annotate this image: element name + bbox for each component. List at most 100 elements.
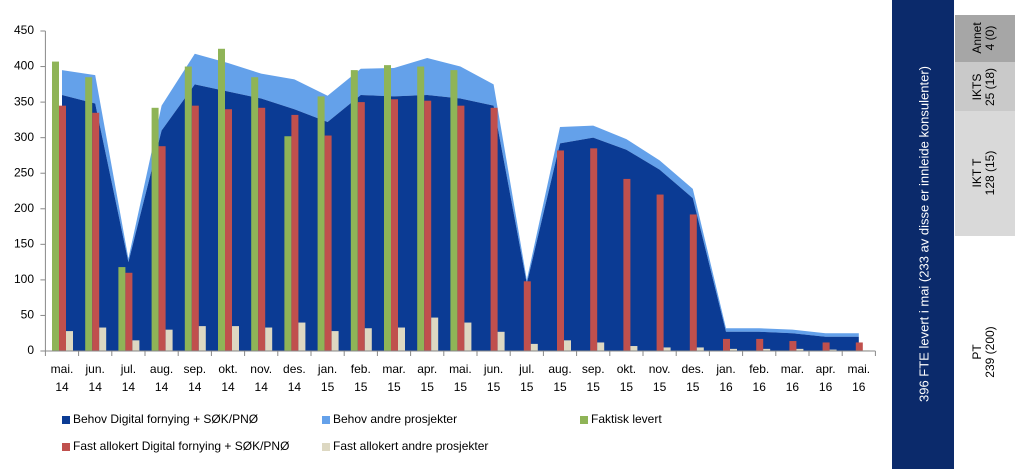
x-tick-label: mai. 16: [847, 362, 870, 394]
summary-text: 396 FTE levert i mai (233 av disse er in…: [916, 66, 931, 402]
bar: [590, 148, 598, 351]
segment-box: [955, 62, 1015, 111]
bar: [85, 77, 93, 351]
bar: [125, 272, 133, 351]
bar: [689, 214, 697, 351]
legend-label: Fast allokert Digital fornying + SØK/PNØ: [73, 439, 289, 453]
bar: [184, 66, 192, 352]
bar: [331, 331, 339, 351]
x-tick-label: feb. 16: [749, 362, 769, 394]
x-tick-label: apr. 16: [816, 362, 836, 394]
bar: [855, 342, 863, 351]
bar: [284, 136, 292, 351]
bar: [66, 331, 73, 351]
bar: [630, 346, 638, 351]
bar: [490, 107, 498, 351]
segment-value: 25 (18): [983, 68, 997, 106]
legend-label: Behov Digital fornying + SØK/PNØ: [73, 412, 258, 426]
bar: [218, 48, 225, 352]
bar: [165, 329, 173, 351]
legend-swatch: [322, 416, 330, 424]
bar: [324, 135, 332, 351]
bar: [756, 338, 764, 351]
bar: [350, 70, 358, 351]
x-tick-label: okt. 15: [617, 362, 636, 394]
segment-box: [955, 15, 1015, 62]
bar: [265, 327, 273, 351]
x-tick-label: jun. 15: [483, 362, 503, 394]
bar: [364, 328, 372, 351]
bar: [198, 326, 206, 351]
bar: [557, 150, 564, 351]
y-tick-label: 450: [14, 23, 34, 37]
bar: [151, 107, 159, 351]
x-tick-label: mar. 15: [382, 362, 405, 394]
x-tick-label: jan. 15: [317, 362, 337, 394]
x-tick-label: okt. 14: [218, 362, 237, 394]
x-tick-label: apr. 15: [417, 362, 437, 394]
bar: [298, 322, 306, 351]
bar: [796, 348, 804, 351]
bar: [424, 100, 432, 351]
x-tick-label: aug. 15: [548, 362, 571, 394]
bar: [158, 146, 166, 351]
bar: [457, 105, 465, 352]
bar: [730, 348, 737, 351]
bar: [763, 348, 771, 351]
x-tick-label: jul. 14: [120, 362, 136, 394]
x-tick-label: des. 15: [681, 362, 704, 394]
bar: [530, 343, 538, 351]
bar: [291, 114, 299, 352]
y-tick-label: 50: [21, 308, 35, 322]
legend-swatch: [580, 416, 588, 424]
legend-swatch: [62, 443, 70, 451]
bar: [696, 347, 704, 351]
y-tick-label: 300: [14, 130, 34, 144]
bar: [663, 347, 671, 351]
y-tick-label: 100: [14, 272, 34, 286]
x-tick-label: mai. 15: [449, 362, 472, 394]
y-tick-label: 0: [27, 343, 34, 357]
segment-name: PT: [970, 344, 984, 360]
bar: [59, 105, 66, 352]
bar: [723, 338, 730, 351]
legend-label: Behov andre prosjekter: [333, 412, 457, 426]
bar: [232, 326, 239, 351]
y-tick-label: 350: [14, 94, 34, 108]
segment-value: 239 (200): [983, 326, 997, 377]
x-tick-label: jan. 16: [715, 362, 735, 394]
bar: [656, 194, 664, 351]
bar: [357, 102, 365, 351]
y-tick-label: 400: [14, 59, 34, 73]
bar: [564, 340, 571, 351]
bar: [623, 178, 631, 351]
x-tick-label: jun. 14: [85, 362, 105, 394]
bar: [789, 341, 797, 351]
bar: [822, 342, 830, 351]
bar: [258, 107, 266, 351]
x-tick-label: nov. 15: [649, 362, 671, 394]
segment-box: [955, 236, 1015, 469]
bar: [251, 77, 259, 351]
bar: [398, 327, 405, 351]
x-tick-label: mar. 16: [781, 362, 804, 394]
segment-value: 128 (15): [983, 151, 997, 196]
x-tick-label: sep. 14: [183, 362, 206, 394]
y-tick-label: 200: [14, 201, 34, 215]
legend-label: Fast allokert andre prosjekter: [333, 439, 488, 453]
bar: [497, 331, 505, 351]
segment-name: IKTS: [970, 74, 984, 101]
x-tick-label: aug. 14: [150, 362, 173, 394]
bar: [597, 342, 605, 351]
segment-name: Annet: [970, 22, 984, 54]
bar: [92, 112, 100, 352]
bar: [829, 349, 837, 351]
segment-box: [955, 111, 1015, 236]
bar: [384, 65, 391, 351]
x-tick-label: mai. 14: [51, 362, 74, 394]
y-tick-label: 150: [14, 237, 34, 251]
bar: [191, 105, 199, 352]
bar: [464, 322, 472, 351]
bar: [317, 96, 325, 351]
